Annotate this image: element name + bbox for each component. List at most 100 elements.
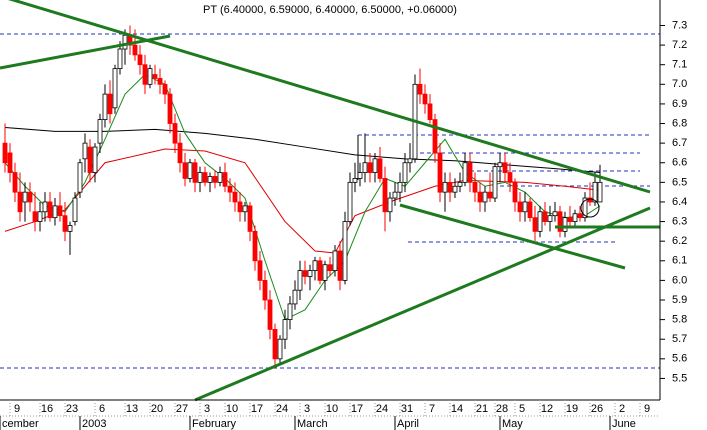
candle-body xyxy=(92,146,98,173)
candle-body xyxy=(552,211,558,217)
x-tick-label: 10 xyxy=(326,403,338,415)
x-tick-label: 2 xyxy=(619,403,625,415)
candle-body xyxy=(387,197,393,213)
candle-body xyxy=(37,211,43,222)
x-tick-label: 21 xyxy=(476,403,488,415)
candle-body xyxy=(97,119,103,144)
trendline xyxy=(399,203,626,270)
candle-body xyxy=(87,146,93,173)
candle-body xyxy=(492,166,498,199)
x-tick-label: 27 xyxy=(176,403,188,415)
month-label: June xyxy=(612,418,636,430)
candle-body xyxy=(137,54,143,66)
y-tick-label: 6.6 xyxy=(672,157,687,169)
candle-body xyxy=(452,185,458,193)
candle-body xyxy=(397,181,403,193)
candle-body xyxy=(487,191,493,199)
candle-body xyxy=(182,162,188,179)
candle-body xyxy=(287,303,293,321)
candle-body xyxy=(202,172,208,183)
candle-body xyxy=(477,191,483,203)
y-tick-label: 6.5 xyxy=(672,176,687,188)
candle-body xyxy=(597,181,603,203)
candle-body xyxy=(272,329,278,360)
candle-body xyxy=(422,93,428,105)
candle-body xyxy=(377,158,383,179)
month-label: March xyxy=(297,418,328,430)
candle-body xyxy=(407,158,413,164)
candle-body xyxy=(312,260,318,271)
candle-body xyxy=(42,201,48,213)
month-label: April xyxy=(397,418,419,430)
x-tick-label: 10 xyxy=(226,403,238,415)
candle-body xyxy=(517,201,523,213)
plot xyxy=(2,25,603,369)
x-tick-label: 24 xyxy=(376,403,388,415)
x-tick-label: 5 xyxy=(519,403,525,415)
candle-body xyxy=(267,299,273,330)
candle-body xyxy=(362,162,368,173)
candle-body xyxy=(17,191,23,213)
candle-body xyxy=(347,181,353,222)
y-tick-label: 6.0 xyxy=(672,274,687,286)
candle-body xyxy=(342,221,348,281)
candle-body xyxy=(217,172,223,183)
y-tick-label: 6.1 xyxy=(672,255,687,267)
candle-body xyxy=(587,197,593,203)
candle-body xyxy=(242,205,248,213)
candle-body xyxy=(132,44,138,56)
candle-body xyxy=(32,211,38,222)
month-label: 2003 xyxy=(82,418,106,430)
candle-body xyxy=(77,162,83,193)
candle-body xyxy=(542,211,548,222)
y-tick-label: 5.7 xyxy=(672,333,687,345)
candle-body xyxy=(572,213,578,222)
y-tick-label: 6.4 xyxy=(672,196,687,208)
candle-body xyxy=(62,215,68,232)
moving-average xyxy=(4,73,601,321)
candle-body xyxy=(27,191,33,203)
candle-body xyxy=(527,201,533,219)
x-tick-label: 9 xyxy=(644,403,650,415)
candle-body xyxy=(402,162,408,183)
candle-body xyxy=(467,162,473,183)
trendline xyxy=(194,206,651,402)
annotations xyxy=(0,33,660,369)
candle-body xyxy=(102,93,108,121)
candle-body xyxy=(167,93,173,124)
candle-body xyxy=(522,201,528,213)
candle-body xyxy=(302,270,308,277)
candle-body xyxy=(582,197,588,219)
candle-body xyxy=(317,260,323,281)
y-tick-label: 6.8 xyxy=(672,117,687,129)
candle-body xyxy=(357,172,363,179)
candle-body xyxy=(197,172,203,183)
candle-body xyxy=(332,250,338,271)
x-tick-label: 24 xyxy=(276,403,288,415)
moving-average xyxy=(4,148,601,254)
candle-body xyxy=(177,142,183,164)
candle-body xyxy=(47,201,53,219)
candle-body xyxy=(227,185,233,193)
candle-body xyxy=(142,64,148,85)
candle-body xyxy=(307,270,313,277)
candle-body xyxy=(462,162,468,183)
trendlines xyxy=(0,0,660,402)
candle-body xyxy=(337,250,343,281)
month-label: February xyxy=(192,418,237,430)
y-tick-label: 6.7 xyxy=(672,137,687,149)
candle-body xyxy=(472,181,478,193)
y-tick-label: 5.8 xyxy=(672,314,687,326)
y-tick-label: 5.9 xyxy=(672,294,687,306)
candle-body xyxy=(12,172,18,193)
candle-body xyxy=(2,142,8,164)
candle-body xyxy=(437,152,443,193)
x-tick-label: 3 xyxy=(204,403,210,415)
candle-body xyxy=(292,289,298,305)
y-tick-label: 6.9 xyxy=(672,98,687,110)
candle-body xyxy=(67,225,73,232)
candle-body xyxy=(507,172,513,183)
x-tick-label: 19 xyxy=(566,403,578,415)
